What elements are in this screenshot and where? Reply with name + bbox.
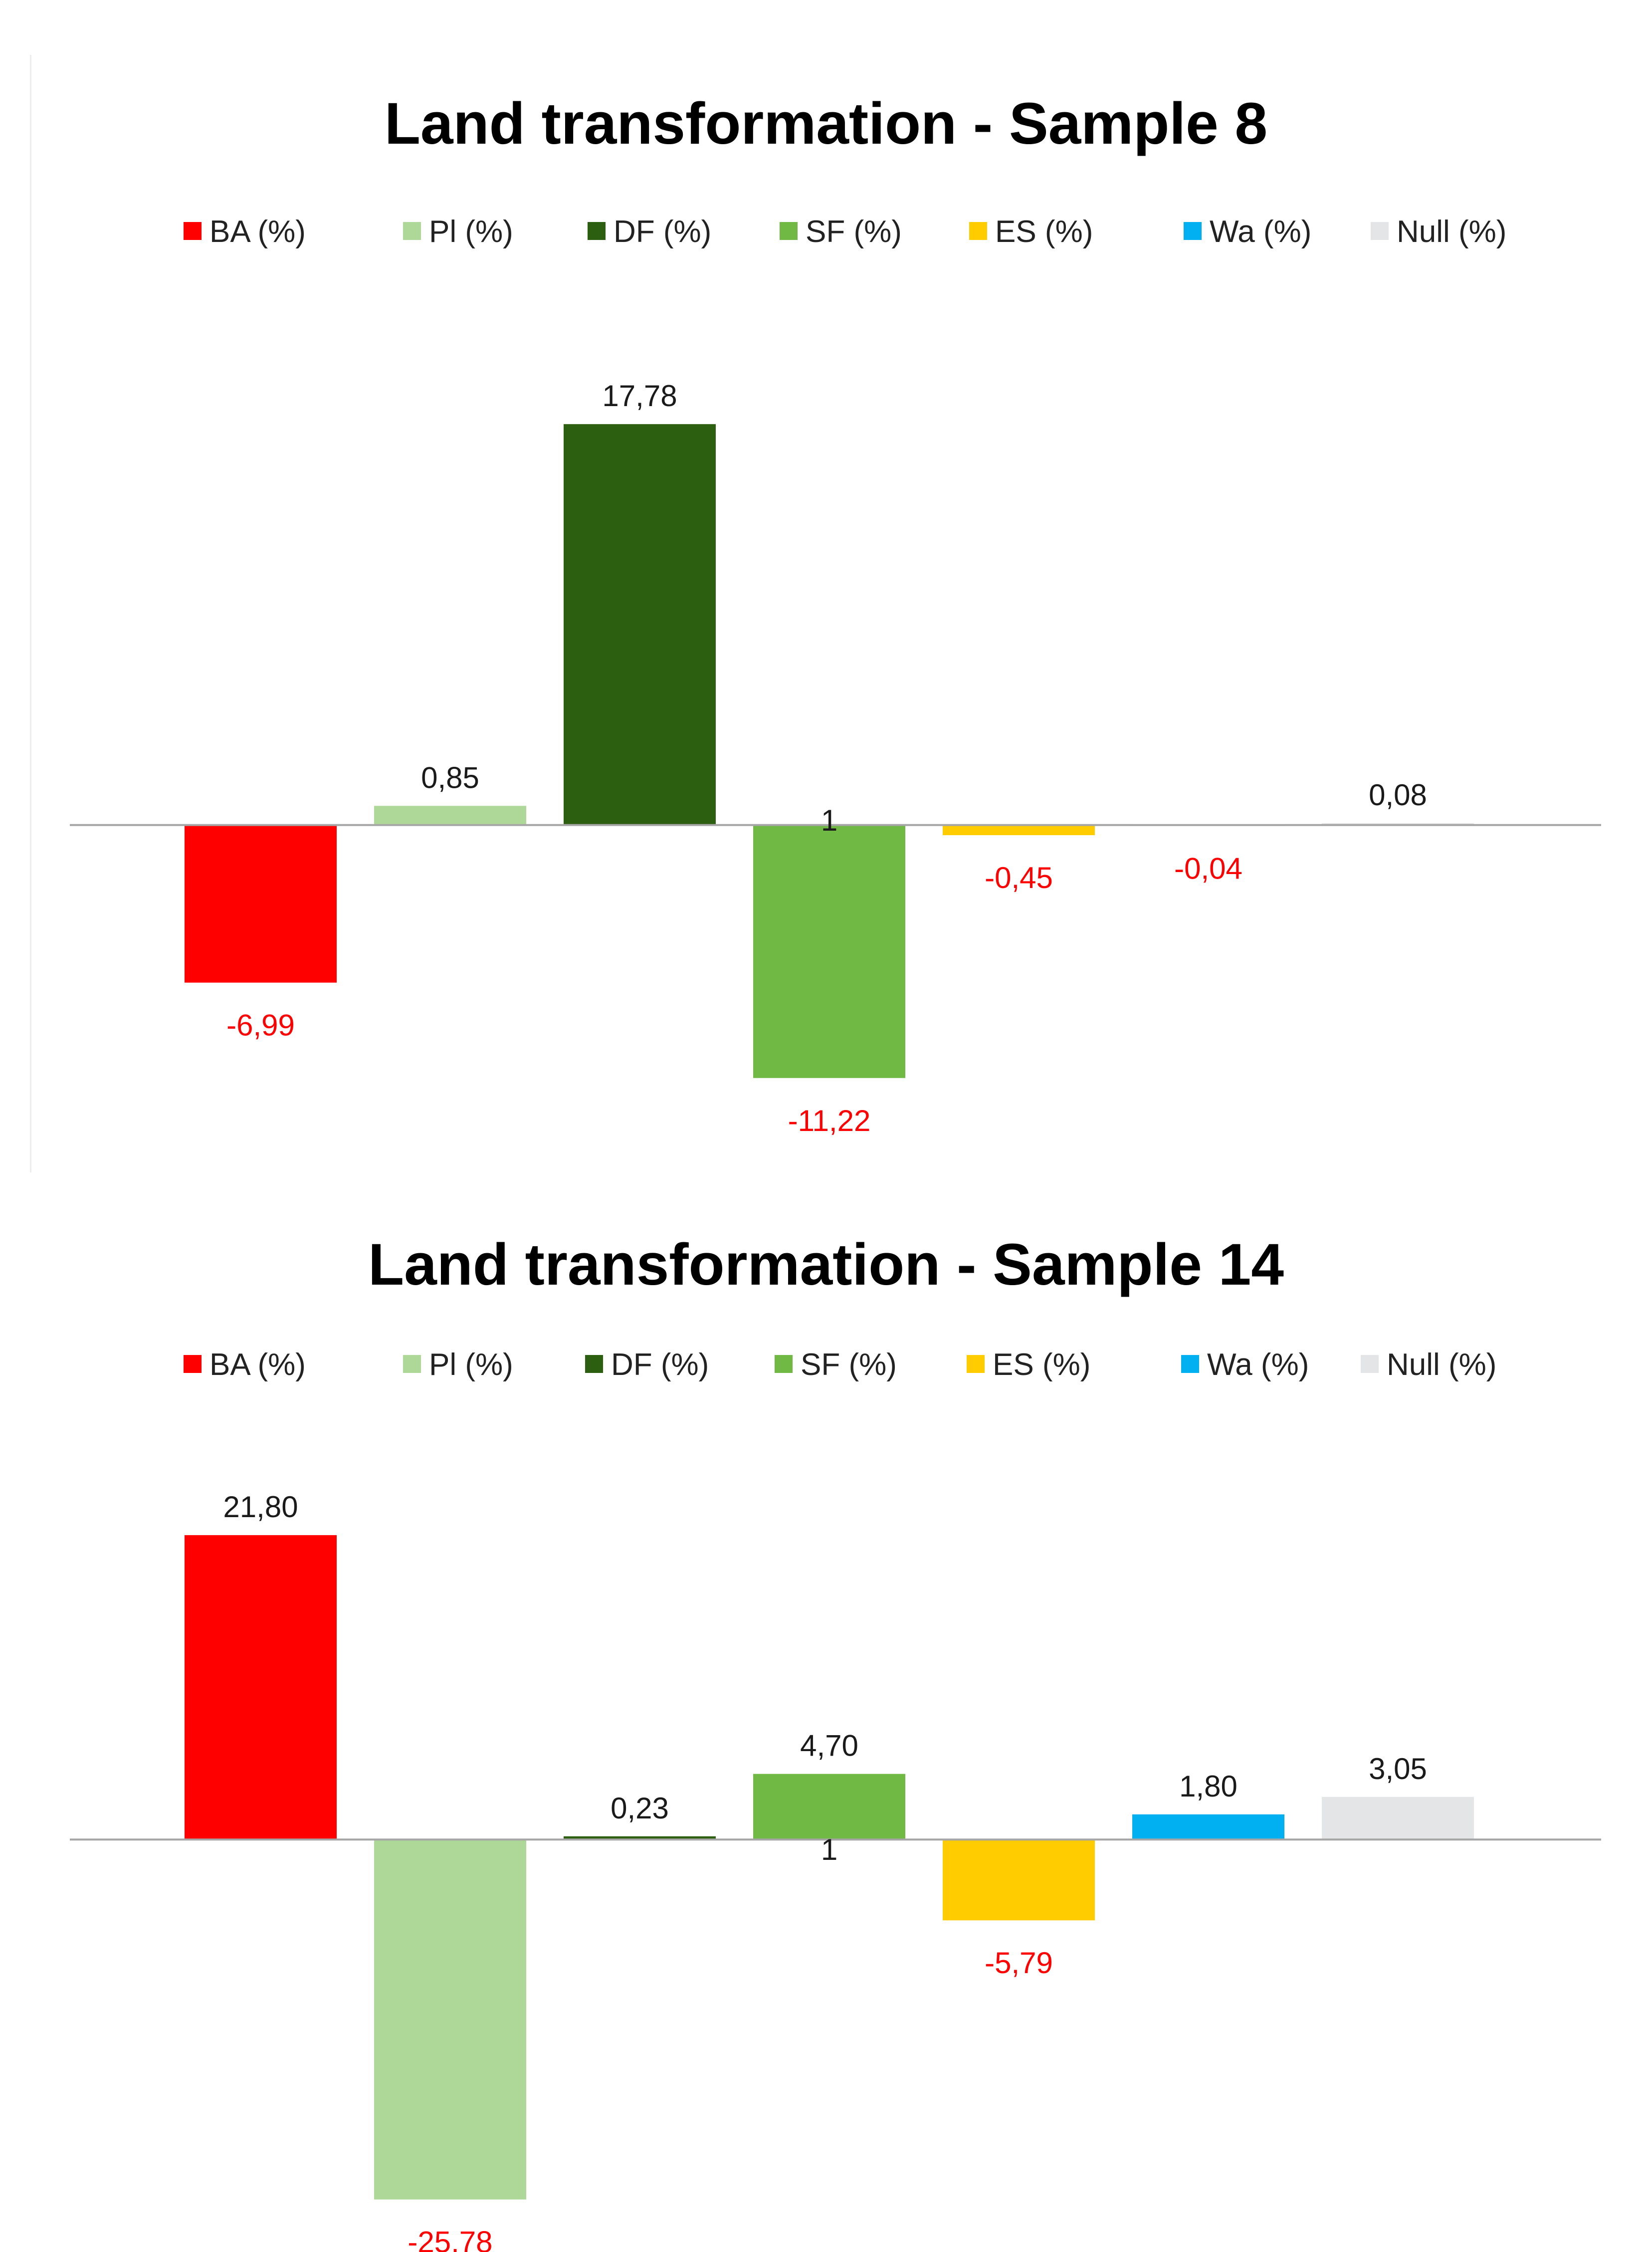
legend-swatch	[184, 1355, 202, 1373]
bar	[1322, 1797, 1474, 1840]
legend-swatch	[1184, 222, 1202, 240]
legend-entry-label: BA (%)	[209, 215, 306, 249]
legend-entry-label: SF (%)	[806, 215, 902, 249]
legend-entry-label: Null (%)	[1397, 215, 1506, 249]
data-label: -6,99	[226, 1009, 295, 1042]
data-label: -0,04	[1174, 852, 1242, 886]
data-label: 0,85	[421, 761, 479, 794]
data-label: 4,70	[800, 1729, 858, 1763]
bar	[1132, 1814, 1284, 1840]
panel-left-border	[30, 55, 31, 1172]
data-label: 0,08	[1369, 778, 1427, 812]
legend-swatch	[184, 222, 202, 240]
bar	[185, 825, 337, 983]
legend-entry-label: BA (%)	[209, 1348, 306, 1382]
legend-entry-label: Pl (%)	[429, 215, 513, 249]
chart-title: Land transformation - Sample 8	[385, 91, 1267, 157]
legend-swatch	[403, 1355, 421, 1373]
chart-sample-8: Land transformation - Sample 8 BA (%) Pl …	[70, 91, 1601, 1137]
data-label: 17,78	[602, 379, 677, 413]
bar	[564, 424, 716, 825]
legend-entry-label: DF (%)	[611, 1348, 709, 1382]
legend-entry-label: DF (%)	[614, 215, 711, 249]
data-label: 21,80	[223, 1490, 298, 1524]
data-label: -5,79	[985, 1946, 1053, 1980]
bar	[185, 1535, 337, 1840]
category-label: 1	[821, 804, 837, 837]
legend-swatch	[1371, 222, 1389, 240]
bar-group: -6,99 0,85 17,78 -11,22 -0,45 -0,04 0,08	[185, 379, 1474, 1137]
legend-swatch	[775, 1355, 793, 1373]
legend-entry-label: ES (%)	[995, 215, 1093, 249]
bar	[374, 806, 526, 825]
bar	[943, 825, 1095, 836]
data-label: -11,22	[788, 1104, 871, 1137]
data-label: 0,23	[611, 1792, 669, 1825]
chart-legend: BA (%) Pl (%) DF (%) SF (%) ES (%) Wa (%) Null…	[184, 215, 1506, 249]
data-label: 1,80	[1179, 1770, 1238, 1803]
bar	[753, 825, 905, 1078]
chart-sample-14: Land transformation - Sample 14 BA (%) Pl…	[70, 1232, 1601, 2252]
bar	[374, 1839, 526, 2200]
legend-entry-label: Pl (%)	[429, 1348, 513, 1382]
bar	[943, 1839, 1095, 1921]
bar	[753, 1774, 905, 1840]
chart-panel-sample-14: Land transformation - Sample 14 BA (%) Pl…	[0, 1172, 1652, 2252]
legend-entry-label: ES (%)	[993, 1348, 1090, 1382]
legend-swatch	[780, 222, 798, 240]
bar	[564, 1836, 716, 1840]
legend-swatch	[1181, 1355, 1199, 1373]
category-label: 1	[821, 1833, 837, 1866]
legend-entry-label: Wa (%)	[1207, 1348, 1309, 1382]
data-label: 3,05	[1369, 1752, 1427, 1786]
legend-entry-label: Null (%)	[1387, 1348, 1496, 1382]
legend-entry-label: Wa (%)	[1210, 215, 1311, 249]
chart-panel-sample-8: Land transformation - Sample 8 BA (%) Pl …	[30, 55, 1601, 1172]
chart-legend: BA (%) Pl (%) DF (%) SF (%) ES (%) Wa (%) Null…	[184, 1348, 1496, 1382]
data-label: -25,78	[408, 2226, 492, 2252]
legend-swatch	[403, 222, 421, 240]
legend-swatch	[967, 1355, 985, 1373]
legend-swatch	[1361, 1355, 1379, 1373]
bar-group: 21,80 -25,78 0,23 4,70 -5,79 1,80 3,05	[185, 1490, 1474, 2252]
legend-swatch	[588, 222, 606, 240]
chart-title: Land transformation - Sample 14	[368, 1232, 1284, 1298]
data-label: -0,45	[985, 861, 1053, 895]
legend-swatch	[585, 1355, 603, 1373]
legend-entry-label: SF (%)	[801, 1348, 897, 1382]
legend-swatch	[969, 222, 987, 240]
